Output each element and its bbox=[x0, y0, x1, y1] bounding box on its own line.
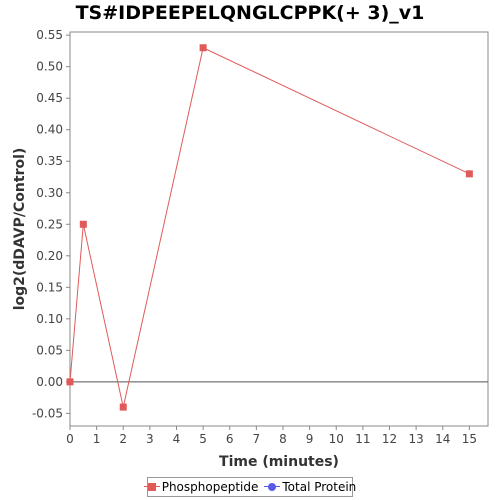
y-axis-title: log2(dDAVP/Control) bbox=[12, 148, 28, 311]
x-axis: 0 1 2 3 4 5 6 7 8 9 10 11 12 13 14 15 bbox=[66, 426, 477, 446]
legend-label-phosphopeptide: Phosphopeptide bbox=[161, 480, 259, 494]
x-tick-label: 6 bbox=[226, 432, 234, 446]
data-point-phosphopeptide bbox=[79, 220, 87, 228]
y-tick-label: 0.20 bbox=[36, 249, 63, 263]
series-layer bbox=[66, 44, 473, 411]
y-tick-label: 0.00 bbox=[36, 375, 63, 389]
y-tick-label: 0.45 bbox=[36, 91, 63, 105]
y-tick-label: 0.05 bbox=[36, 343, 63, 357]
y-tick-label: 0.30 bbox=[36, 186, 63, 200]
x-tick-label: 13 bbox=[408, 432, 423, 446]
y-tick-label: 0.55 bbox=[36, 28, 63, 42]
x-tick-label: 15 bbox=[462, 432, 477, 446]
x-tick-label: 9 bbox=[306, 432, 314, 446]
legend-swatch-total-protein bbox=[264, 482, 281, 492]
legend-swatch-phosphopeptide bbox=[143, 482, 160, 492]
y-tick-label: -0.05 bbox=[32, 406, 63, 420]
x-tick-label: 1 bbox=[93, 432, 101, 446]
y-tick-label: 0.25 bbox=[36, 217, 63, 231]
y-tick-label: 0.35 bbox=[36, 154, 63, 168]
plot-area bbox=[69, 31, 489, 427]
y-tick-label: 0.50 bbox=[36, 60, 63, 74]
legend-item-total-protein: Total Protein bbox=[264, 480, 356, 494]
data-point-phosphopeptide bbox=[66, 378, 74, 386]
legend: Phosphopeptide Total Protein bbox=[143, 477, 356, 497]
x-tick-label: 14 bbox=[435, 432, 450, 446]
x-tick-label: 10 bbox=[329, 432, 344, 446]
x-tick-label: 7 bbox=[253, 432, 261, 446]
x-tick-label: 0 bbox=[66, 432, 74, 446]
data-point-phosphopeptide bbox=[465, 170, 473, 178]
y-axis: -0.05 0.00 0.05 0.10 0.15 0.20 0.25 0.30 0.35 0.4… bbox=[32, 28, 70, 420]
chart-title: TS#IDPEEPELQNGLCPPK(+ 3)_v1 bbox=[75, 2, 425, 24]
x-tick-label: 5 bbox=[199, 432, 207, 446]
x-tick-label: 4 bbox=[173, 432, 181, 446]
legend-label-total-protein: Total Protein bbox=[282, 480, 357, 494]
y-tick-label: 0.40 bbox=[36, 123, 63, 137]
x-tick-label: 11 bbox=[355, 432, 370, 446]
x-tick-label: 2 bbox=[119, 432, 127, 446]
legend-item-phosphopeptide: Phosphopeptide bbox=[143, 480, 259, 494]
y-tick-label: 0.10 bbox=[36, 312, 63, 326]
x-tick-label: 8 bbox=[279, 432, 287, 446]
x-tick-label: 12 bbox=[382, 432, 397, 446]
data-point-phosphopeptide bbox=[119, 403, 127, 411]
x-tick-label: 3 bbox=[146, 432, 154, 446]
y-tick-label: 0.15 bbox=[36, 280, 63, 294]
x-axis-title: Time (minutes) bbox=[219, 454, 339, 470]
data-point-phosphopeptide bbox=[199, 44, 207, 52]
